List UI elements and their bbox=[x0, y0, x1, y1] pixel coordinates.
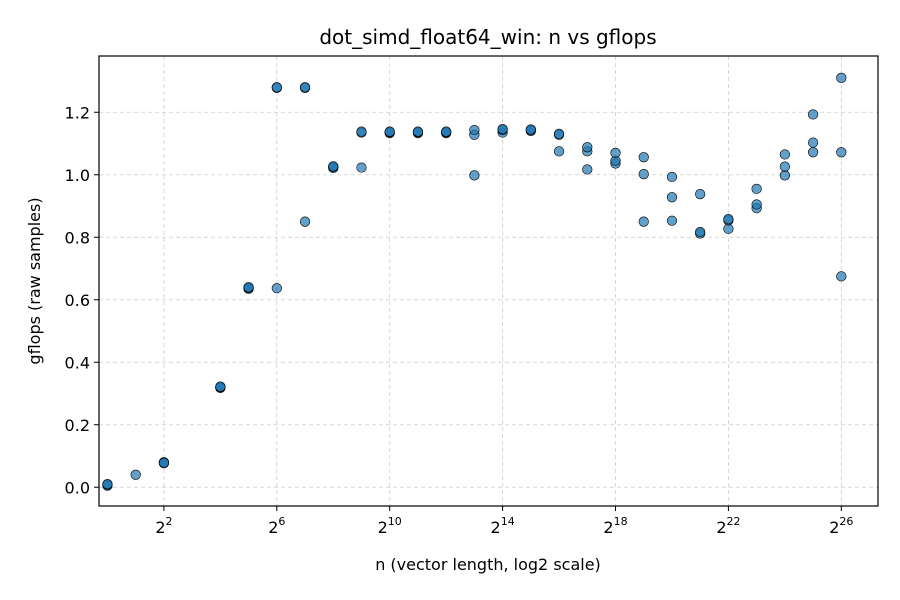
data-point bbox=[836, 147, 847, 158]
data-point bbox=[582, 142, 593, 153]
y-tick-label: 0.0 bbox=[65, 478, 90, 497]
data-point bbox=[723, 214, 734, 225]
data-point bbox=[695, 226, 706, 238]
y-tick-label: 0.8 bbox=[65, 228, 90, 247]
data-point bbox=[102, 479, 113, 490]
chart-title: dot_simd_float64_win: n vs gflops bbox=[319, 25, 656, 49]
data-point bbox=[807, 109, 819, 120]
data-point bbox=[412, 126, 424, 137]
plot-frame bbox=[98, 55, 879, 507]
data-point bbox=[779, 149, 790, 160]
data-point bbox=[441, 126, 452, 137]
x-axis-ticks: 22 26 210 214 218 222 226 bbox=[155, 506, 853, 537]
data-point bbox=[807, 137, 819, 148]
data-point bbox=[271, 283, 282, 294]
y-tick-label: 0.4 bbox=[65, 353, 90, 372]
data-point bbox=[610, 147, 621, 158]
data-point bbox=[582, 164, 593, 175]
data-point bbox=[497, 124, 508, 135]
data-point bbox=[525, 124, 536, 135]
data-point bbox=[638, 169, 649, 180]
data-point bbox=[130, 469, 141, 480]
data-point bbox=[271, 82, 282, 93]
x-tick-label: 210 bbox=[378, 515, 402, 537]
data-point bbox=[553, 146, 565, 157]
data-point bbox=[356, 126, 367, 137]
data-point bbox=[779, 170, 790, 181]
y-axis-label: gflops (raw samples) bbox=[25, 197, 44, 364]
data-point bbox=[666, 192, 678, 203]
y-tick-label: 1.2 bbox=[65, 103, 90, 122]
data-point bbox=[215, 381, 226, 392]
y-tick-label: 0.2 bbox=[65, 416, 90, 435]
data-point bbox=[751, 199, 762, 210]
y-tick-label: 1.0 bbox=[65, 166, 90, 185]
x-tick-label: 26 bbox=[268, 515, 285, 537]
data-point bbox=[243, 282, 254, 293]
data-point bbox=[638, 216, 649, 227]
x-tick-label: 214 bbox=[491, 515, 515, 537]
data-point bbox=[666, 215, 678, 226]
x-tick-label: 22 bbox=[155, 515, 172, 537]
data-point bbox=[469, 170, 480, 181]
data-point bbox=[328, 161, 339, 172]
data-point bbox=[836, 72, 847, 83]
data-points bbox=[102, 72, 847, 491]
data-point bbox=[299, 216, 311, 227]
data-point bbox=[836, 271, 847, 282]
x-tick-label: 222 bbox=[716, 515, 740, 537]
grid-lines bbox=[99, 56, 878, 506]
y-axis-ticks: 0.0 0.2 0.4 0.6 0.8 1.0 1.2 bbox=[65, 103, 99, 497]
data-point bbox=[299, 82, 311, 93]
data-point bbox=[751, 183, 762, 194]
data-point bbox=[469, 124, 480, 136]
data-point bbox=[779, 161, 790, 172]
y-tick-label: 0.6 bbox=[65, 291, 90, 310]
data-point bbox=[695, 189, 706, 200]
data-point bbox=[158, 457, 170, 468]
data-point bbox=[666, 171, 678, 183]
x-axis-label: n (vector length, log2 scale) bbox=[375, 555, 601, 574]
data-point bbox=[384, 126, 395, 137]
data-point bbox=[638, 152, 649, 163]
x-tick-label: 226 bbox=[829, 515, 853, 537]
x-tick-label: 218 bbox=[603, 515, 627, 537]
data-point bbox=[356, 162, 367, 173]
data-point bbox=[553, 128, 565, 139]
data-point bbox=[807, 147, 819, 158]
